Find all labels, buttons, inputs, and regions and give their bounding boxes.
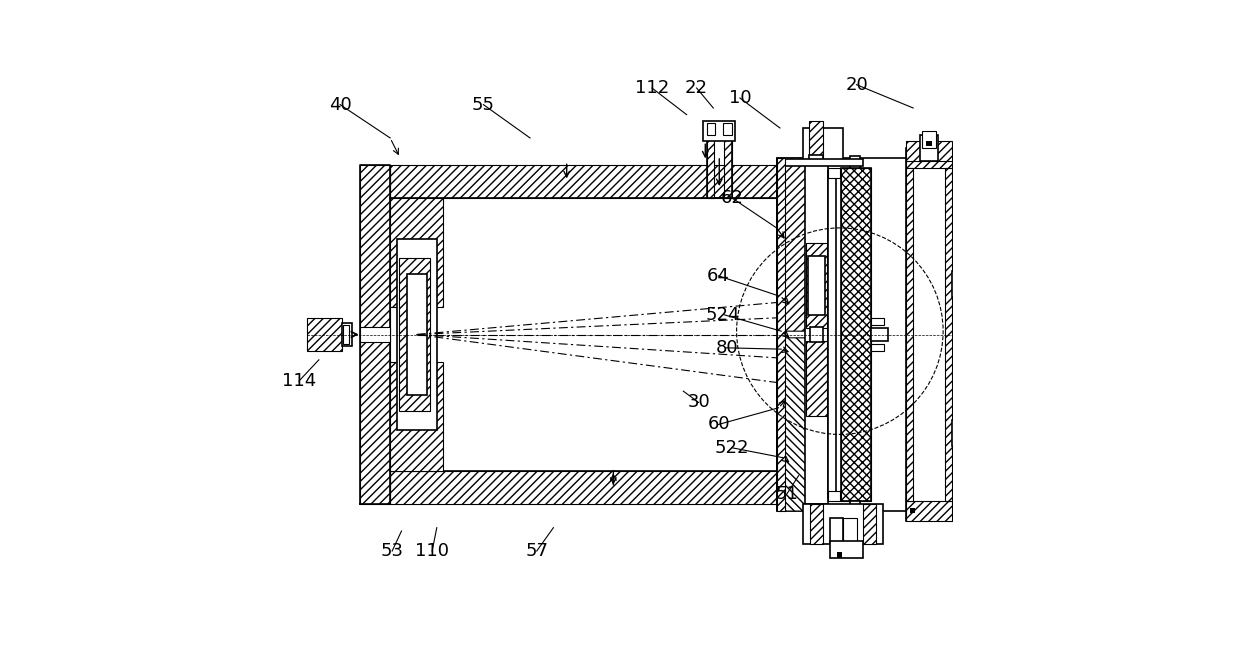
- Bar: [906, 501, 952, 521]
- Bar: [906, 141, 952, 161]
- Bar: [810, 504, 823, 545]
- Bar: [360, 165, 391, 504]
- Bar: [342, 325, 350, 344]
- Text: 62: 62: [720, 189, 743, 207]
- Bar: [808, 121, 823, 158]
- Bar: [391, 362, 444, 471]
- Bar: [707, 122, 715, 134]
- Bar: [804, 504, 883, 545]
- Bar: [806, 243, 827, 328]
- Bar: [906, 168, 913, 501]
- Text: 55: 55: [472, 96, 495, 114]
- Bar: [391, 198, 444, 307]
- Bar: [397, 239, 436, 430]
- Bar: [828, 171, 836, 498]
- Text: 110: 110: [415, 542, 449, 560]
- Bar: [703, 121, 735, 141]
- Bar: [851, 501, 861, 513]
- Text: 522: 522: [714, 439, 749, 457]
- Text: 22: 22: [686, 79, 708, 97]
- Bar: [923, 131, 936, 148]
- Bar: [360, 326, 391, 343]
- Bar: [910, 508, 915, 513]
- Text: 112: 112: [635, 79, 670, 97]
- Bar: [828, 491, 839, 501]
- Bar: [828, 168, 839, 178]
- Bar: [906, 148, 952, 168]
- Bar: [872, 318, 884, 324]
- Bar: [808, 155, 823, 165]
- Text: 114: 114: [281, 372, 316, 390]
- Bar: [863, 504, 877, 545]
- Bar: [920, 134, 939, 161]
- Bar: [952, 419, 972, 446]
- Bar: [407, 274, 427, 395]
- Bar: [804, 128, 843, 165]
- Bar: [391, 471, 776, 504]
- Bar: [306, 318, 341, 351]
- Bar: [926, 140, 931, 146]
- Bar: [841, 168, 872, 501]
- Bar: [952, 270, 972, 297]
- Text: 57: 57: [526, 542, 548, 560]
- Bar: [810, 326, 822, 343]
- Bar: [945, 168, 952, 501]
- Polygon shape: [776, 338, 813, 511]
- Bar: [391, 165, 776, 198]
- Bar: [872, 345, 884, 351]
- Bar: [837, 553, 842, 558]
- Bar: [784, 159, 863, 166]
- Text: 10: 10: [729, 89, 751, 107]
- Text: 64: 64: [707, 267, 730, 285]
- Bar: [399, 258, 430, 411]
- Bar: [724, 138, 732, 198]
- Bar: [776, 158, 785, 511]
- Bar: [776, 158, 954, 511]
- Bar: [841, 168, 872, 501]
- Text: 524: 524: [706, 306, 740, 324]
- Bar: [341, 323, 352, 346]
- Polygon shape: [776, 158, 813, 331]
- Text: 80: 80: [715, 339, 738, 357]
- Bar: [707, 138, 714, 198]
- Text: 30: 30: [687, 393, 711, 411]
- Bar: [851, 156, 861, 168]
- Text: 20: 20: [846, 76, 868, 94]
- Bar: [906, 148, 952, 521]
- Bar: [843, 518, 857, 545]
- Text: 51: 51: [775, 486, 799, 503]
- Bar: [910, 156, 915, 161]
- Bar: [808, 256, 825, 315]
- Bar: [805, 165, 828, 504]
- Text: 53: 53: [381, 542, 404, 560]
- Bar: [707, 138, 732, 198]
- Text: 60: 60: [707, 415, 730, 434]
- Bar: [723, 122, 732, 134]
- Bar: [806, 341, 827, 416]
- Text: 40: 40: [329, 96, 352, 114]
- Bar: [830, 518, 843, 545]
- Bar: [830, 541, 863, 558]
- Bar: [872, 328, 888, 341]
